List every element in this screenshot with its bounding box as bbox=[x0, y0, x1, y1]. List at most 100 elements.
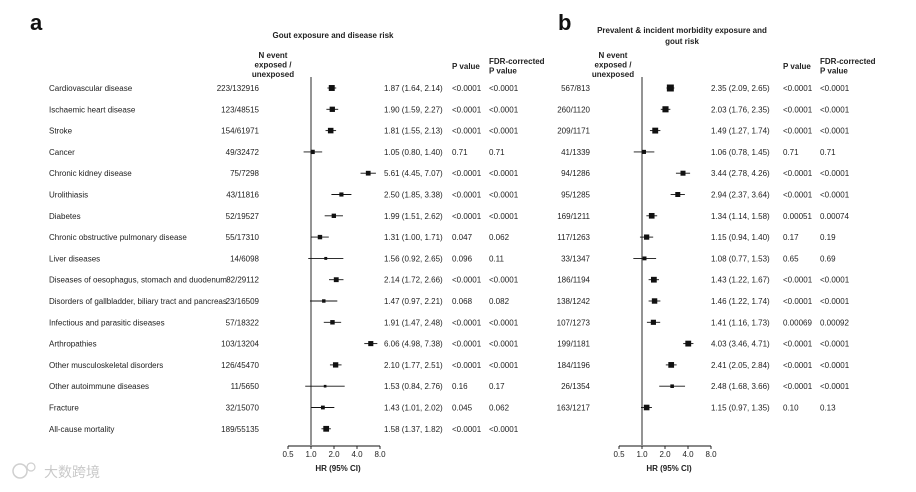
row-hr-ci: 3.44 (2.78, 4.26) bbox=[711, 169, 770, 178]
header-fdr: P value bbox=[489, 67, 517, 76]
row-fdr-p-value: <0.0001 bbox=[489, 276, 519, 285]
x-tick-label: 0.5 bbox=[613, 450, 625, 459]
row-p-value: <0.0001 bbox=[452, 169, 482, 178]
row-p-value: 0.65 bbox=[783, 254, 799, 263]
hr-point bbox=[670, 384, 674, 388]
row-fdr-p-value: 0.13 bbox=[820, 404, 836, 413]
row-events: 52/19527 bbox=[226, 212, 260, 221]
header-fdr: FDR-corrected bbox=[820, 57, 876, 66]
row-events: 75/7298 bbox=[230, 169, 259, 178]
forest-row: All-cause mortality 189/55135 1.58 (1.37, … bbox=[49, 425, 519, 434]
forest-row: 163/1217 1.15 (0.97, 1.35) 0.10 0.13 bbox=[557, 404, 836, 413]
row-hr-ci: 2.35 (2.09, 2.65) bbox=[711, 84, 770, 93]
x-tick-label: 2.0 bbox=[659, 450, 671, 459]
row-events: 23/16509 bbox=[226, 297, 260, 306]
row-hr-ci: 1.34 (1.14, 1.58) bbox=[711, 212, 770, 221]
forest-row: 95/1285 2.94 (2.37, 3.64) <0.0001 <0.0001 bbox=[561, 191, 850, 200]
panel-title: Gout exposure and disease risk bbox=[273, 31, 394, 40]
forest-row: 33/1347 1.08 (0.77, 1.53) 0.65 0.69 bbox=[561, 254, 836, 263]
row-p-value: <0.0001 bbox=[452, 425, 482, 434]
row-hr-ci: 1.81 (1.55, 2.13) bbox=[384, 127, 443, 136]
row-events: 138/1242 bbox=[557, 297, 591, 306]
forest-row: Arthropathies 103/13204 6.06 (4.98, 7.38) <… bbox=[49, 340, 519, 349]
forest-row: 169/1211 1.34 (1.14, 1.58) 0.00051 0.00074 bbox=[557, 212, 849, 221]
row-events: 209/1171 bbox=[557, 127, 590, 136]
row-hr-ci: 1.56 (0.92, 2.65) bbox=[384, 254, 443, 263]
row-events: 11/5650 bbox=[231, 382, 260, 391]
row-hr-ci: 2.10 (1.77, 2.51) bbox=[384, 361, 443, 370]
row-events: 33/1347 bbox=[561, 254, 590, 263]
row-hr-ci: 1.87 (1.64, 2.14) bbox=[384, 84, 443, 93]
row-events: 117/1263 bbox=[557, 233, 590, 242]
forest-row: Fracture 32/15070 1.43 (1.01, 2.02) 0.045 0.… bbox=[49, 404, 510, 413]
row-p-value: <0.0001 bbox=[452, 191, 482, 200]
row-p-value: 0.16 bbox=[452, 382, 468, 391]
hr-point bbox=[333, 277, 339, 283]
row-hr-ci: 1.43 (1.01, 2.02) bbox=[384, 404, 443, 413]
row-events: 169/1211 bbox=[557, 212, 590, 221]
row-events: 82/29112 bbox=[226, 276, 259, 285]
header-p-value: P value bbox=[452, 62, 480, 71]
row-label: Cancer bbox=[49, 148, 75, 157]
forest-row: 26/1354 2.48 (1.68, 3.66) <0.0001 <0.0001 bbox=[561, 382, 850, 391]
hr-point bbox=[322, 299, 326, 303]
hr-point bbox=[652, 127, 659, 134]
row-label: Chronic kidney disease bbox=[49, 169, 132, 178]
row-label: All-cause mortality bbox=[49, 425, 114, 434]
row-fdr-p-value: <0.0001 bbox=[489, 212, 519, 221]
forest-row: Diabetes 52/19527 1.99 (1.51, 2.62) <0.0001… bbox=[49, 212, 519, 221]
row-hr-ci: 6.06 (4.98, 7.38) bbox=[384, 340, 443, 349]
row-p-value: <0.0001 bbox=[452, 127, 482, 136]
hr-point bbox=[643, 404, 650, 411]
row-events: 126/45470 bbox=[221, 361, 259, 370]
row-events: 26/1354 bbox=[561, 382, 590, 391]
row-hr-ci: 1.46 (1.22, 1.74) bbox=[711, 297, 770, 306]
row-label: Arthropathies bbox=[49, 340, 97, 349]
forest-row: Other autoimmune diseases 11/5650 1.53 (0.… bbox=[49, 382, 505, 391]
hr-point bbox=[368, 341, 374, 347]
hr-point bbox=[651, 298, 658, 304]
row-fdr-p-value: 0.082 bbox=[489, 297, 510, 306]
forest-row: 209/1171 1.49 (1.27, 1.74) <0.0001 <0.0001 bbox=[557, 127, 849, 136]
row-fdr-p-value: <0.0001 bbox=[489, 105, 519, 114]
header-events: N event bbox=[259, 51, 288, 60]
row-fdr-p-value: 0.69 bbox=[820, 254, 836, 263]
panel-letter: a bbox=[30, 10, 43, 35]
hr-point bbox=[329, 106, 335, 112]
forest-row: Cancer 49/32472 1.05 (0.80, 1.40) 0.71 0.71 bbox=[49, 148, 505, 157]
forest-row: Liver diseases 14/6098 1.56 (0.92, 2.65) 0.… bbox=[49, 254, 505, 263]
watermark-logo-icon-dot bbox=[26, 462, 36, 472]
watermark-text: 大数跨境 bbox=[44, 465, 100, 481]
row-fdr-p-value: <0.0001 bbox=[489, 84, 519, 93]
row-label: Liver diseases bbox=[49, 254, 100, 263]
hr-point bbox=[685, 340, 692, 347]
hr-point bbox=[331, 213, 337, 218]
row-fdr-p-value: <0.0001 bbox=[820, 297, 850, 306]
hr-point bbox=[320, 405, 325, 410]
header-fdr: FDR-corrected bbox=[489, 57, 545, 66]
row-hr-ci: 1.91 (1.47, 2.48) bbox=[384, 318, 443, 327]
row-label: Urolithiasis bbox=[49, 191, 88, 200]
row-label: Other musculoskeletal disorders bbox=[49, 361, 163, 370]
forest-row: Diseases of oesophagus, stomach and duod… bbox=[49, 276, 519, 285]
row-p-value: 0.00051 bbox=[783, 212, 812, 221]
hr-point bbox=[668, 362, 675, 368]
forest-row: 94/1286 3.44 (2.78, 4.26) <0.0001 <0.0001 bbox=[561, 169, 850, 178]
row-p-value: <0.0001 bbox=[783, 169, 813, 178]
x-tick-label: 2.0 bbox=[328, 450, 340, 459]
row-p-value: 0.71 bbox=[452, 148, 468, 157]
row-label: Diseases of oesophagus, stomach and duod… bbox=[49, 276, 227, 285]
row-events: 49/32472 bbox=[226, 148, 260, 157]
header-events: unexposed bbox=[252, 70, 294, 79]
hr-point bbox=[332, 362, 339, 368]
row-hr-ci: 4.03 (3.46, 4.71) bbox=[711, 340, 770, 349]
row-fdr-p-value: <0.0001 bbox=[820, 191, 850, 200]
row-fdr-p-value: <0.0001 bbox=[489, 340, 519, 349]
hr-point bbox=[324, 256, 328, 260]
row-events: 184/1196 bbox=[557, 361, 590, 370]
row-fdr-p-value: <0.0001 bbox=[820, 361, 850, 370]
row-hr-ci: 1.53 (0.84, 2.76) bbox=[384, 382, 443, 391]
row-hr-ci: 1.43 (1.22, 1.67) bbox=[711, 276, 770, 285]
row-label: Other autoimmune diseases bbox=[49, 382, 149, 391]
row-fdr-p-value: 0.19 bbox=[820, 233, 836, 242]
